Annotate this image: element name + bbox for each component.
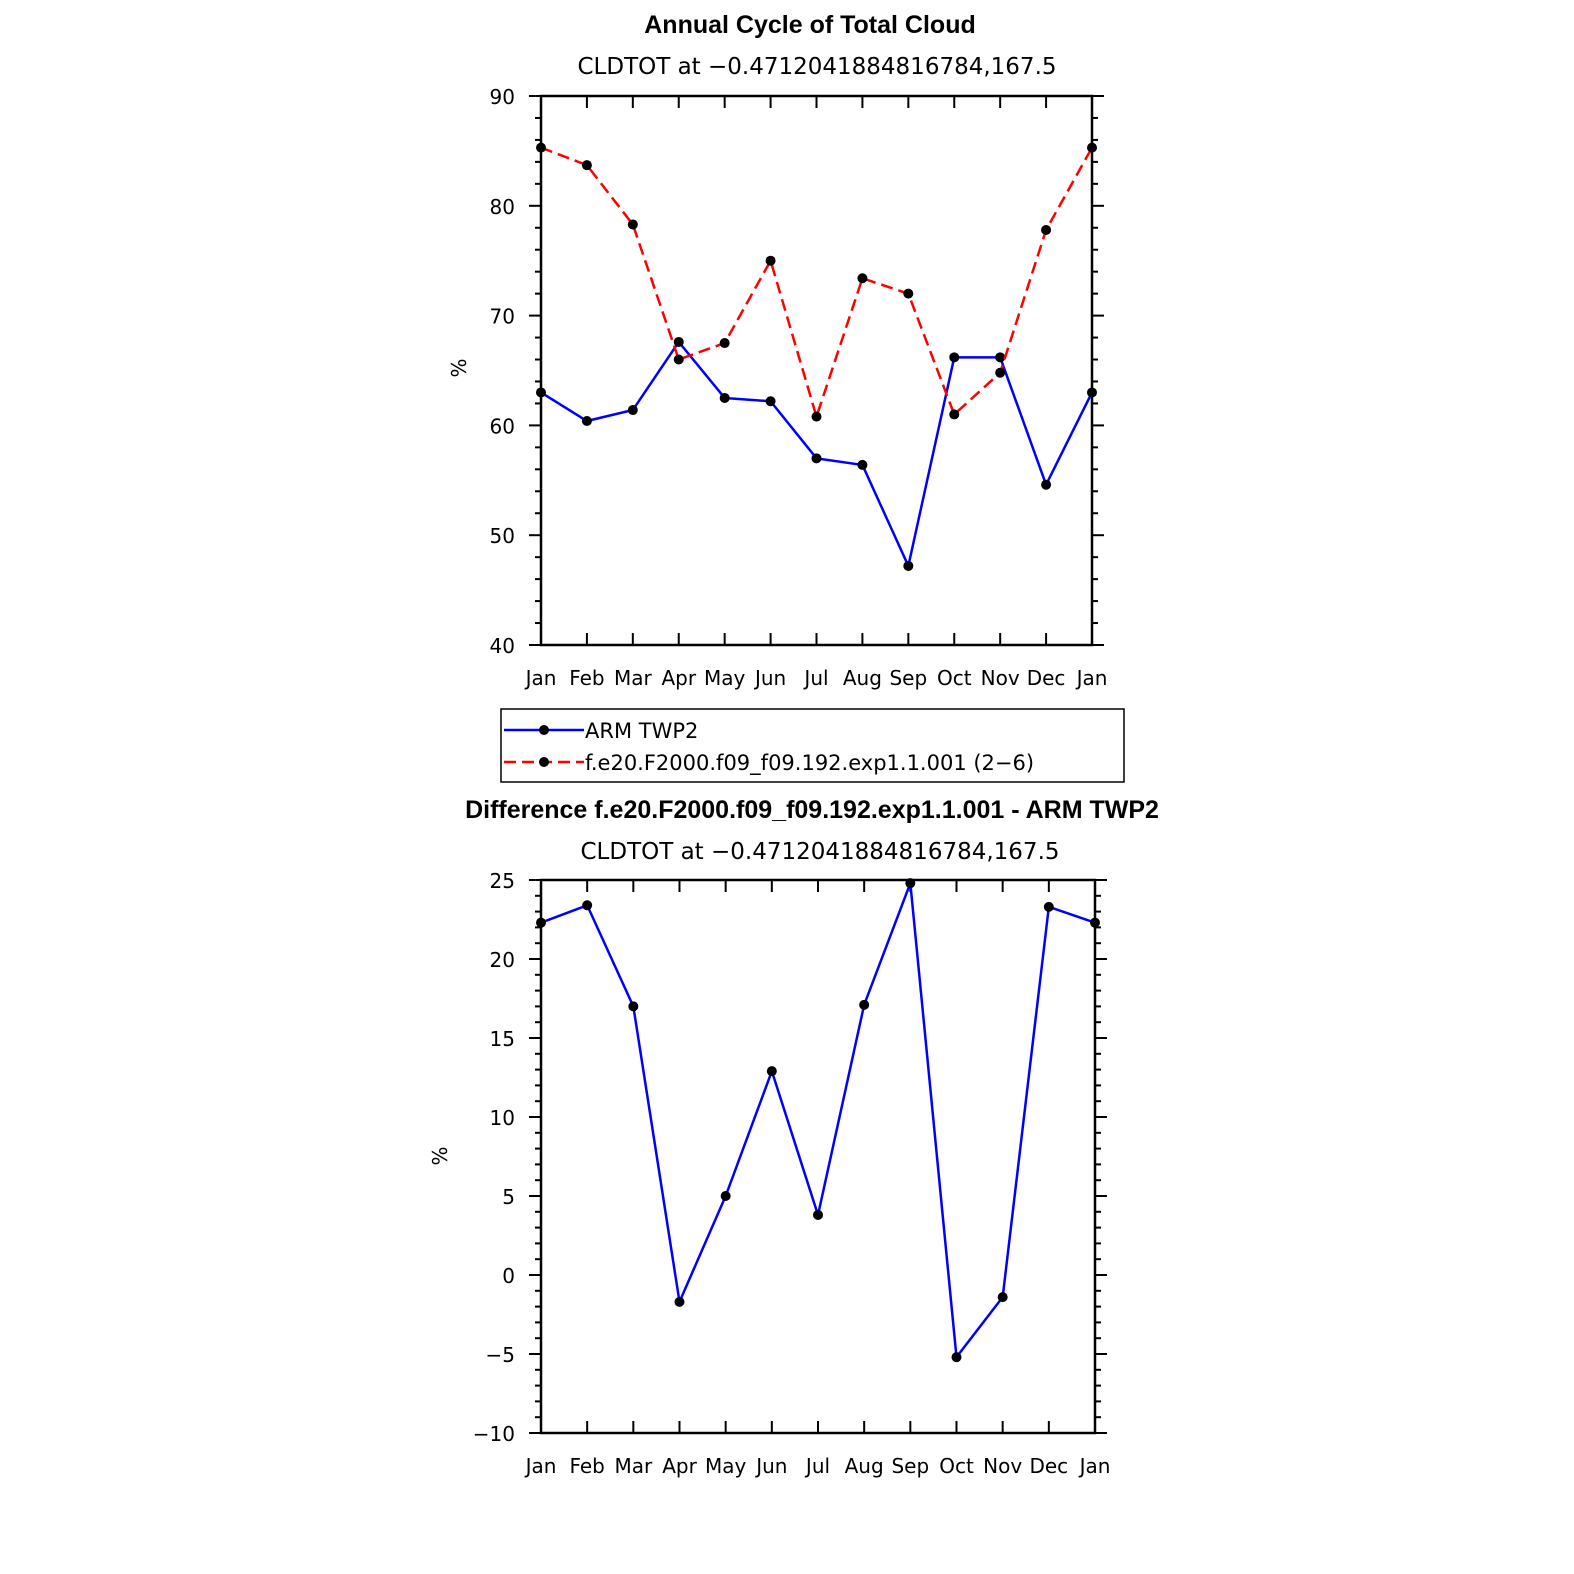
legend-box [500, 708, 1125, 783]
data-point [951, 1352, 962, 1363]
data-point [813, 1209, 823, 1220]
data-point [905, 878, 916, 889]
x-tick-label: Jan [524, 1454, 557, 1478]
chart-subtitle: CLDTOT at −0.4712041884816784,167.5 [577, 54, 1056, 80]
y-tick-label: 25 [490, 869, 515, 893]
data-point [1090, 917, 1100, 928]
data-point [536, 142, 546, 153]
data-point [719, 338, 730, 349]
legend-marker-arm-twp2 [539, 725, 549, 735]
plot-difference: Jan Feb Mar Apr May Jun Jul Aug Sep Oct Nov Dec Jan−… [473, 869, 1111, 1478]
data-point [949, 352, 960, 363]
series-line-1 [540, 146, 1094, 418]
y-tick-label: 70 [490, 305, 515, 329]
data-point [627, 219, 638, 230]
x-tick-label: Jun [754, 1454, 787, 1478]
data-point [536, 917, 546, 928]
y-tick-label: 80 [490, 195, 515, 219]
x-tick-label: Sep [889, 666, 927, 690]
data-point [859, 999, 870, 1010]
y-axis-label: % [447, 358, 471, 377]
x-tick-label: May [704, 666, 746, 690]
y-tick-label: −10 [473, 1422, 515, 1446]
x-tick-label: Oct [937, 666, 972, 690]
data-point [673, 336, 684, 347]
data-point [582, 900, 593, 911]
chart-subtitle-diff: CLDTOT at −0.4712041884816784,167.5 [580, 839, 1059, 865]
x-tick-label: Nov [981, 666, 1020, 690]
plot-annual-cycle: Jan Feb Mar Apr May Jun Jul Aug Sep Oct Nov Dec Jan 4… [490, 85, 1108, 690]
data-point [765, 396, 776, 407]
plot-frame [539, 94, 1094, 647]
x-tick-label: Feb [569, 1454, 604, 1478]
y-tick-label: 0 [502, 1264, 515, 1288]
data-point [857, 273, 868, 284]
chart-title-diff: Difference f.e20.F2000.f09_f09.192.exp1.… [465, 796, 1159, 824]
legend-label-arm-twp2: ARM TWP2 [585, 719, 698, 743]
x-tick-label: Apr [661, 666, 696, 690]
data-point [857, 459, 868, 470]
x-tick-label: Dec [1029, 1454, 1068, 1478]
x-tick-label: Jul [802, 666, 828, 690]
data-point [811, 453, 822, 464]
plot-frame [539, 878, 1097, 1435]
data-point [581, 160, 592, 171]
data-point [581, 416, 592, 427]
data-point [765, 255, 776, 266]
data-point [536, 387, 546, 398]
data-point [719, 392, 730, 403]
x-tick-label: Jun [753, 666, 786, 690]
data-point [903, 560, 914, 571]
data-point [949, 409, 960, 420]
legend-marker-model [539, 757, 549, 767]
y-tick-label: 10 [490, 1106, 515, 1130]
x-tick-label: Nov [983, 1454, 1022, 1478]
chart-title: Annual Cycle of Total Cloud [644, 11, 975, 39]
y-tick-label: 90 [490, 85, 515, 109]
x-tick-label: Mar [614, 666, 653, 690]
data-point [1041, 479, 1052, 490]
x-tick-label: Dec [1027, 666, 1066, 690]
data-point [1087, 387, 1097, 398]
data-point [997, 1292, 1008, 1303]
y-tick-label: 20 [490, 948, 515, 972]
y-tick-label: 50 [490, 524, 515, 548]
x-tick-label: Apr [662, 1454, 697, 1478]
x-tick-label: Jan [1075, 666, 1108, 690]
y-tick-label: −5 [486, 1343, 515, 1367]
legend-label-model: f.e20.F2000.f09_f09.192.exp1.1.001 (2−6) [585, 751, 1034, 776]
y-tick-label: 60 [490, 414, 515, 438]
x-tick-label: Jan [524, 666, 557, 690]
data-point [628, 1001, 639, 1012]
x-tick-label: Aug [843, 666, 882, 690]
y-axis-label-diff: % [428, 1146, 452, 1165]
data-point [1041, 224, 1052, 235]
x-tick-label: Aug [845, 1454, 884, 1478]
x-tick-label: May [705, 1454, 747, 1478]
y-tick-label: 40 [490, 634, 515, 658]
data-point [995, 367, 1006, 378]
y-tick-label: 15 [490, 1027, 515, 1051]
data-point [627, 405, 638, 416]
x-tick-label: Jan [1078, 1454, 1111, 1478]
data-point [1087, 142, 1097, 153]
y-tick-label: 5 [502, 1185, 515, 1209]
x-tick-label: Feb [569, 666, 604, 690]
x-tick-label: Oct [939, 1454, 974, 1478]
data-point [673, 354, 684, 365]
x-tick-label: Sep [891, 1454, 929, 1478]
series-line-0 [540, 881, 1096, 1359]
data-point [766, 1066, 777, 1077]
data-point [903, 288, 914, 299]
data-point [995, 352, 1006, 363]
data-point [1043, 901, 1054, 912]
data-point [720, 1191, 731, 1201]
data-point [811, 411, 822, 422]
x-tick-label: Mar [614, 1454, 653, 1478]
x-tick-label: Jul [804, 1454, 830, 1478]
data-point [674, 1296, 685, 1307]
